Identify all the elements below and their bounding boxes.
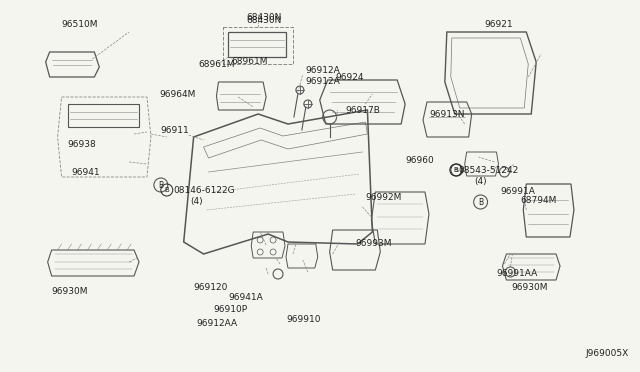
Text: 96930M: 96930M bbox=[52, 288, 88, 296]
Text: B: B bbox=[478, 198, 483, 206]
Text: 68961M: 68961M bbox=[198, 60, 235, 68]
Text: 68430N: 68430N bbox=[246, 13, 282, 22]
Text: 96991A: 96991A bbox=[500, 186, 535, 196]
Text: 96938: 96938 bbox=[68, 140, 96, 148]
Text: 96941A: 96941A bbox=[228, 294, 263, 302]
Text: 96910P: 96910P bbox=[214, 305, 248, 314]
Text: 96510M: 96510M bbox=[61, 19, 98, 29]
Text: 96930M: 96930M bbox=[511, 282, 548, 292]
Text: B: B bbox=[453, 167, 458, 173]
Text: 96991AA: 96991AA bbox=[497, 269, 538, 279]
Text: 96912A: 96912A bbox=[306, 77, 340, 86]
Text: B: B bbox=[164, 187, 169, 193]
Text: 969120: 969120 bbox=[194, 282, 228, 292]
Text: S: S bbox=[455, 167, 459, 173]
Text: 68430N: 68430N bbox=[246, 16, 282, 25]
Text: (4): (4) bbox=[191, 196, 204, 205]
Text: 96911: 96911 bbox=[161, 125, 189, 135]
Text: 08146-6122G: 08146-6122G bbox=[174, 186, 236, 195]
Text: 08543-51242: 08543-51242 bbox=[459, 166, 519, 174]
Text: J969005X: J969005X bbox=[586, 350, 629, 359]
Text: 96912AA: 96912AA bbox=[196, 318, 237, 327]
Text: 96941: 96941 bbox=[72, 167, 100, 176]
Text: 96993M: 96993M bbox=[355, 240, 392, 248]
Text: 96992M: 96992M bbox=[365, 192, 402, 202]
Text: 96924: 96924 bbox=[335, 73, 364, 81]
Text: 96960: 96960 bbox=[405, 155, 434, 164]
Text: 96921: 96921 bbox=[484, 19, 513, 29]
Text: 96964M: 96964M bbox=[159, 90, 195, 99]
Text: (4): (4) bbox=[475, 176, 487, 186]
Text: 96913N: 96913N bbox=[429, 109, 465, 119]
Text: 969910: 969910 bbox=[286, 314, 321, 324]
Text: B: B bbox=[158, 180, 163, 189]
Text: 68794M: 68794M bbox=[520, 196, 557, 205]
Text: 68961M: 68961M bbox=[232, 57, 268, 65]
Text: 96917B: 96917B bbox=[346, 106, 380, 115]
Text: 96912A: 96912A bbox=[306, 65, 340, 74]
